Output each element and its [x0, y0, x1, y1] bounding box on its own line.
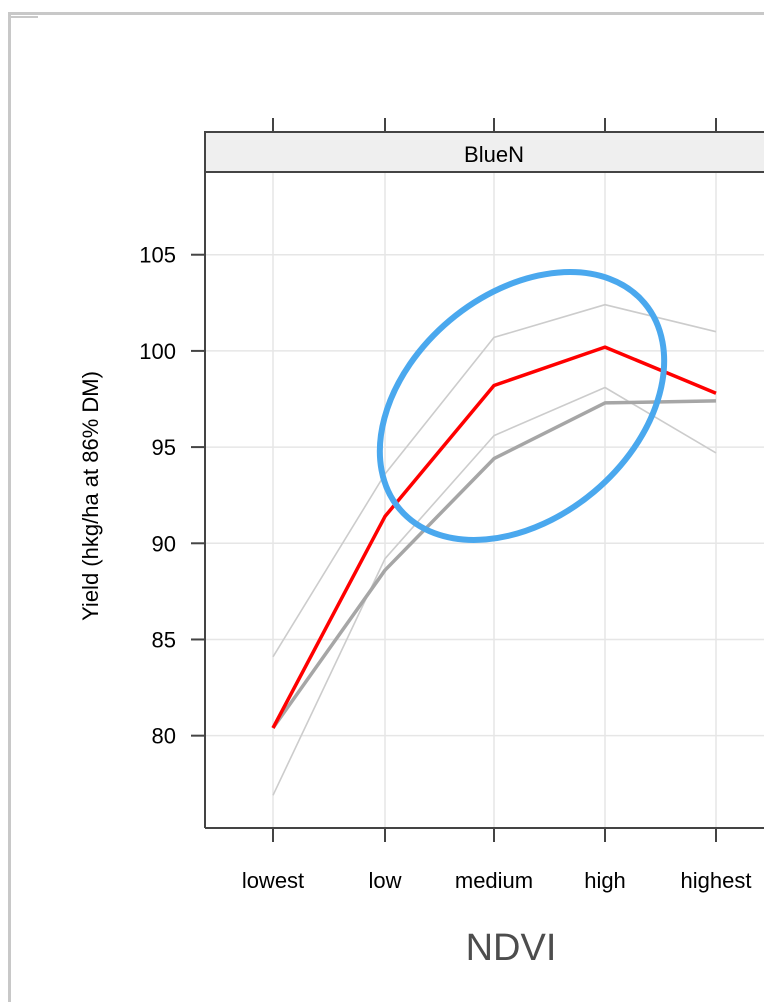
window-top-border — [8, 12, 764, 15]
y-tick-label: 80 — [152, 724, 176, 749]
y-tick-label: 85 — [152, 627, 176, 652]
series-line-reference — [271, 399, 717, 730]
window-left-border — [8, 12, 11, 1002]
series-line-fitted — [271, 345, 717, 729]
window-corner-mark — [8, 16, 38, 18]
axes: lowest low medium high highest 80 85 90 95 100 105 — [139, 118, 751, 893]
series-line-upper-bound — [272, 303, 717, 658]
series-line-lower-bound — [272, 386, 717, 796]
panel-strip — [204, 131, 764, 173]
y-tick-label: 105 — [139, 243, 176, 268]
x-axis-label: NDVI — [466, 927, 557, 969]
y-tick-label: 90 — [152, 531, 176, 556]
grid-lines — [205, 172, 764, 828]
panel-title: BlueN — [464, 142, 524, 167]
x-tick-label: medium — [455, 868, 533, 893]
series-lines — [271, 303, 717, 796]
x-tick-label: low — [368, 868, 401, 893]
x-tick-label: highest — [681, 868, 752, 893]
y-tick-label: 95 — [152, 435, 176, 460]
x-tick-label: high — [584, 868, 626, 893]
y-axis-label: Yield (hkg/ha at 86% DM) — [78, 371, 103, 621]
highlight-ellipse — [376, 269, 668, 543]
y-tick-label: 100 — [139, 339, 176, 364]
x-tick-label: lowest — [242, 868, 304, 893]
